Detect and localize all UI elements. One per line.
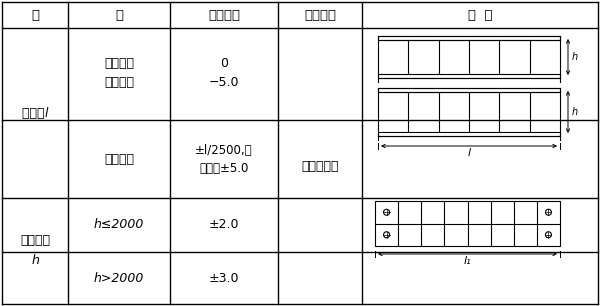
Text: l₁: l₁ [464, 256, 472, 266]
Text: h>2000: h>2000 [94, 271, 144, 285]
Text: h≤2000: h≤2000 [94, 218, 144, 232]
Text: ±l/2500,且: ±l/2500,且 [195, 144, 253, 156]
Text: h: h [572, 107, 578, 117]
Text: l: l [467, 148, 470, 158]
Text: 端部有凸: 端部有凸 [104, 57, 134, 69]
Text: 其他形式: 其他形式 [104, 152, 134, 166]
Text: 允许偏差: 允许偏差 [208, 9, 240, 21]
Text: ±2.0: ±2.0 [209, 218, 239, 232]
Bar [378, 88, 560, 92]
Bar [375, 201, 560, 246]
Text: h: h [31, 255, 39, 267]
Text: 检验方法: 检验方法 [304, 9, 336, 21]
Text: 0: 0 [220, 57, 228, 69]
Text: −5.0: −5.0 [209, 76, 239, 88]
Text: 不超过±5.0: 不超过±5.0 [199, 162, 248, 174]
Text: 端部高度: 端部高度 [20, 234, 50, 248]
Text: 项: 项 [31, 9, 39, 21]
Text: 用钢尺检查: 用钢尺检查 [301, 159, 339, 173]
Text: 梁长度: 梁长度 [22, 106, 48, 120]
Text: 缘支座板: 缘支座板 [104, 76, 134, 88]
Text: h: h [572, 52, 578, 62]
Bar [378, 36, 560, 40]
Text: 目: 目 [115, 9, 123, 21]
Text: ±3.0: ±3.0 [209, 271, 239, 285]
Text: 图  例: 图 例 [468, 9, 492, 21]
Bar [378, 132, 560, 136]
Text: l: l [45, 106, 49, 120]
Bar [378, 74, 560, 78]
